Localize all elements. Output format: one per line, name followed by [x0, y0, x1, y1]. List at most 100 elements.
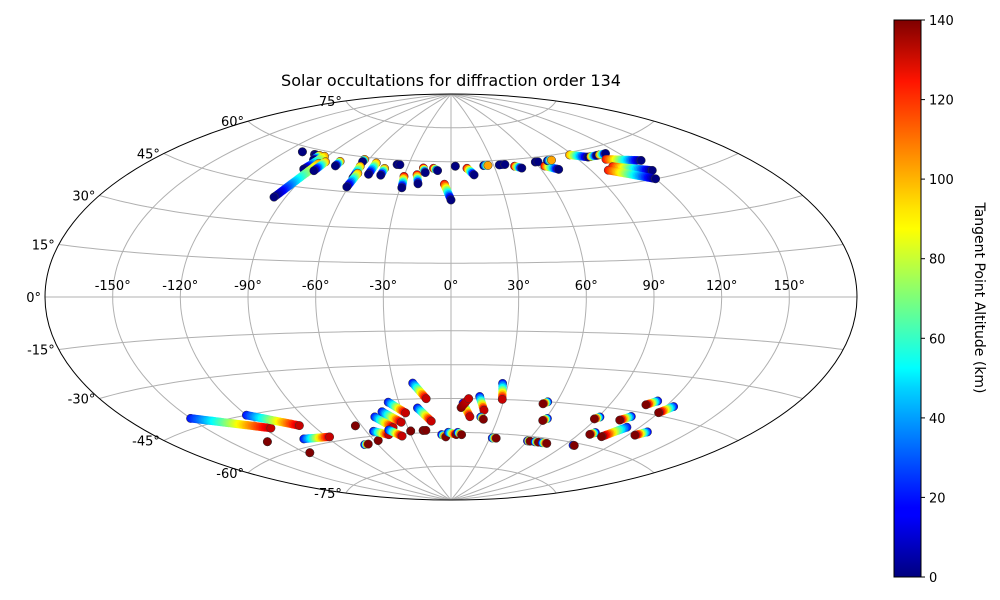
occultation-point: [364, 169, 373, 179]
occultation-points: [186, 147, 679, 458]
occultation-point: [401, 408, 411, 418]
occultation-point: [497, 394, 507, 404]
latitude-tick-label: 0°: [26, 291, 41, 306]
longitude-tick-label: 120°: [706, 279, 737, 294]
occultation-point: [397, 183, 407, 193]
longitude-tick-label: 60°: [575, 279, 598, 294]
colorbar-tick-label: 100: [929, 173, 954, 188]
occultation-track: [487, 433, 501, 443]
occultation-track: [475, 392, 489, 415]
occultation-point: [406, 426, 416, 436]
occultation-point: [517, 163, 527, 173]
occultation-track: [360, 439, 373, 450]
occultation-track: [453, 427, 467, 440]
occultation-point: [325, 432, 335, 442]
occultation-track: [383, 397, 411, 418]
map-boundary: [44, 93, 858, 501]
occultation-point: [297, 147, 307, 157]
occultation-track: [497, 378, 508, 404]
occultation-point: [615, 415, 625, 425]
colorbar-tick-label: 120: [929, 94, 954, 109]
latitude-tick-label: 60°: [221, 115, 244, 130]
occultation-track: [479, 160, 493, 171]
occultation-track: [462, 163, 479, 180]
parallel-line: [58, 330, 844, 350]
occultation-track: [369, 426, 394, 440]
occultation-track: [262, 437, 272, 447]
parallel-line: [345, 100, 557, 129]
occultation-point: [538, 416, 548, 425]
occultation-point: [457, 430, 467, 440]
occultation-point: [585, 429, 595, 439]
parallel-line: [58, 244, 844, 264]
occultation-point: [654, 408, 664, 418]
occultation-point: [483, 160, 493, 170]
colorbar-tick-label: 80: [929, 253, 946, 268]
colorbar-label: Tangent Point Altitude (km): [971, 201, 987, 393]
latitude-tick-label: -60°: [216, 467, 244, 482]
parallel-line: [345, 465, 557, 494]
occultation-track: [615, 412, 636, 425]
longitude-tick-label: 150°: [774, 279, 805, 294]
parallel-line: [99, 364, 803, 399]
occultation-track: [538, 414, 552, 425]
occultation-point: [395, 160, 405, 170]
occultation-point: [413, 179, 423, 189]
occultation-track: [439, 179, 456, 205]
occultation-track: [350, 421, 360, 431]
occultation-point: [373, 436, 383, 445]
occultation-track: [450, 161, 460, 171]
colorbar-ticks: 0 20 40 60 80 100 120 140: [921, 14, 954, 586]
occultation-point: [363, 439, 373, 449]
latitude-tick-label: -30°: [68, 393, 96, 408]
occultation-track: [392, 160, 405, 170]
occultation-point: [266, 423, 276, 433]
longitude-tick-label: 30°: [507, 279, 530, 294]
occultation-point: [269, 192, 279, 202]
colorbar: 0 20 40 60 80 100 120 140 Tangent Point Altitud…: [893, 14, 987, 586]
occultation-point: [342, 182, 352, 192]
occultation-point: [420, 168, 430, 178]
occultation-point: [262, 437, 272, 447]
occultation-point: [589, 414, 599, 424]
axis-tick-labels: -150° -120° -90° -60° -30° 0° 30° 60° 90° 120° 150…: [26, 95, 805, 502]
occultation-point: [491, 433, 501, 443]
occultation-point: [305, 448, 315, 458]
chart-title: Solar occultations for diffraction order…: [281, 71, 621, 90]
longitude-tick-label: -60°: [302, 279, 330, 294]
occultation-track: [408, 378, 431, 404]
occultation-track: [603, 165, 661, 184]
longitude-tick-label: -30°: [369, 279, 397, 294]
occultation-track: [418, 425, 431, 435]
occultation-track: [305, 448, 315, 458]
occultation-point: [294, 421, 304, 431]
occultation-track: [429, 163, 443, 176]
occultation-point: [426, 416, 436, 426]
occultation-point: [569, 441, 579, 450]
occultation-track: [186, 413, 276, 433]
occultation-point: [478, 414, 488, 424]
occultation-point: [554, 164, 564, 174]
occultation-track: [601, 154, 646, 165]
occultation-track: [373, 436, 383, 445]
occultation-point: [533, 157, 543, 167]
occultation-point: [464, 394, 474, 404]
occultation-point: [396, 417, 406, 427]
latitude-tick-label: -15°: [27, 344, 55, 359]
occultation-track: [406, 426, 416, 436]
latitude-tick-label: -45°: [132, 435, 160, 450]
latitude-tick-label: 75°: [319, 95, 342, 110]
occultation-track: [543, 155, 556, 166]
occultation-track: [342, 168, 363, 192]
colorbar-tick-label: 60: [929, 332, 946, 347]
occultation-track: [309, 157, 330, 176]
occultation-track: [413, 403, 436, 426]
latitude-tick-label: 30°: [72, 190, 95, 205]
longitude-tick-label: 90°: [642, 279, 665, 294]
occultation-point: [450, 161, 460, 171]
occultation-track: [530, 157, 543, 167]
occultation-track: [654, 402, 679, 418]
occultation-point: [538, 399, 548, 409]
occultation-point: [647, 165, 657, 175]
